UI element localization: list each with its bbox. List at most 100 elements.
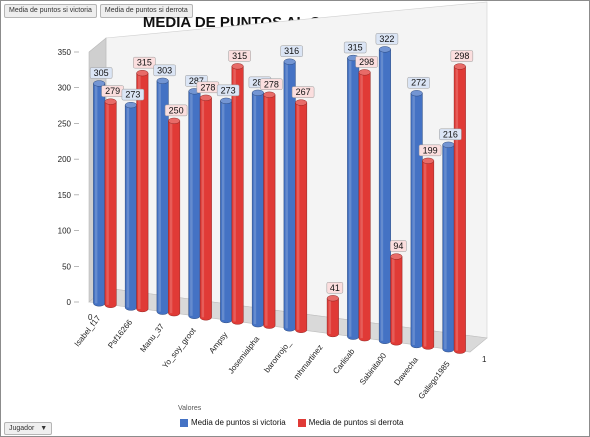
data-label-box — [450, 50, 474, 62]
data-label-box — [133, 56, 156, 69]
data-label: 250 — [169, 105, 184, 115]
data-label: 281 — [252, 77, 267, 87]
data-label: 279 — [105, 86, 120, 96]
bar-victoria-josemialpha — [251, 89, 264, 328]
data-label: 94 — [393, 241, 403, 251]
data-label-box — [355, 56, 378, 68]
legend-label-victoria: Media de puntos si victoria — [191, 418, 286, 427]
depth-label-1: 1 — [482, 355, 487, 364]
data-label: 298 — [454, 51, 469, 61]
data-label-box — [375, 33, 399, 45]
bar-victoria-yo-soy-groot — [188, 88, 201, 319]
legend-item-derrota: Media de puntos si derrota — [297, 418, 404, 427]
bar-derrota-isabel-f17 — [104, 98, 117, 308]
data-label-box — [280, 45, 303, 57]
axis-field-bar: Jugador ▼ — [4, 417, 53, 435]
y-tick-label: 200 — [58, 155, 72, 164]
data-label: 305 — [94, 68, 109, 78]
y-tick-label: 0 — [67, 298, 72, 307]
x-tick-label: Ampsy — [207, 330, 229, 355]
bar-derrota-mhmartinez — [326, 295, 339, 338]
data-label: 298 — [359, 57, 374, 67]
data-label-box — [164, 104, 188, 117]
data-label: 41 — [330, 283, 340, 293]
data-label: 273 — [221, 85, 236, 95]
data-label-box — [418, 144, 442, 157]
jugador-dropdown-label: Jugador — [9, 425, 35, 432]
bar-victoria-gallego1985 — [442, 141, 455, 353]
depth-label-0: 0 — [88, 313, 93, 322]
jugador-dropdown[interactable]: Jugador ▼ — [4, 422, 53, 435]
field-button-victoria[interactable]: Media de puntos si victoria — [4, 4, 97, 18]
x-tick-label: Dawecha — [392, 355, 420, 387]
bar-derrota-dawecha — [422, 157, 435, 350]
x-tick-label: Yo_soy_groot — [161, 326, 199, 370]
data-label-box — [89, 67, 113, 79]
legend-item-victoria: Media de puntos si victoria — [180, 418, 286, 427]
bar-derrota-ampsy — [231, 63, 244, 325]
y-tick-label: 350 — [58, 48, 72, 57]
bar-derrota-sabinita00 — [390, 253, 403, 346]
x-tick-label: Sabinita00 — [358, 351, 389, 387]
bar-victoria-isabel-f17 — [93, 80, 106, 307]
data-label: 315 — [232, 51, 247, 61]
legend-swatch-derrota — [297, 418, 306, 427]
data-label: 303 — [157, 65, 172, 75]
bar-derrota-carlisab — [358, 69, 371, 342]
field-buttons: Media de puntos si victoria Media de pun… — [4, 4, 193, 20]
data-label: 322 — [379, 34, 394, 44]
data-label-box — [439, 128, 462, 141]
bar-derrota-manu-37 — [168, 117, 181, 317]
bar-victoria-sabinita00 — [378, 46, 391, 344]
bar-derrota-yo-soy-groot — [199, 94, 212, 321]
bar-derrota-baronrojo- — [295, 99, 308, 333]
bar-derrota-josemialpha — [263, 91, 276, 329]
bar-victoria-psf16266 — [124, 101, 137, 311]
y-tick-label: 100 — [58, 227, 72, 236]
data-label: 287 — [189, 76, 204, 86]
y-tick-label: 300 — [58, 84, 72, 93]
bar-victoria-ampsy — [220, 97, 233, 324]
legend: Media de puntos si victoria Media de pun… — [180, 418, 403, 427]
data-label-box — [260, 78, 283, 91]
bar-victoria-baronrojo- — [283, 58, 296, 332]
x-tick-label: baronrojo_ — [262, 338, 293, 374]
data-label: 199 — [423, 145, 438, 155]
data-label: 278 — [200, 82, 215, 92]
legend-label-derrota: Media de puntos si derrota — [308, 418, 404, 427]
bar-victoria-manu-37 — [156, 77, 169, 315]
chevron-down-icon: ▼ — [40, 425, 48, 432]
field-button-derrota[interactable]: Media de puntos si derrota — [99, 4, 193, 18]
data-label: 267 — [296, 87, 311, 97]
x-tick-label: Gallego1985 — [417, 359, 452, 401]
data-label: 315 — [137, 58, 152, 68]
bar-derrota-gallego1985 — [453, 63, 466, 354]
data-label-box — [291, 86, 315, 98]
bar-victoria-carlisab — [347, 54, 360, 340]
x-tick-label: Psf16266 — [106, 318, 134, 351]
data-label-box — [228, 50, 251, 62]
data-label: 278 — [264, 79, 279, 89]
data-label-box — [407, 76, 430, 89]
data-label: 315 — [348, 43, 363, 53]
data-label-box — [153, 64, 176, 77]
data-label-box — [326, 282, 344, 294]
legend-swatch-victoria — [180, 418, 188, 427]
bar-victoria-dawecha — [410, 90, 423, 349]
data-label: 316 — [284, 46, 299, 56]
x-tick-label: Carlisab — [331, 347, 356, 376]
y-tick-label: 250 — [58, 119, 72, 128]
data-label-box — [216, 84, 240, 97]
data-label: 272 — [411, 78, 426, 88]
data-label-box — [343, 41, 367, 54]
data-label: 216 — [443, 129, 458, 139]
y-tick-label: 150 — [58, 191, 72, 200]
bar-derrota-psf16266 — [136, 70, 149, 313]
x-tick-label: mhmartinez — [292, 343, 325, 381]
data-label: 273 — [125, 90, 140, 100]
data-label-box — [121, 88, 145, 101]
x-tick-label: Josemialpha — [226, 334, 261, 375]
y-tick-label: 50 — [62, 262, 71, 271]
valores-label: Valores — [178, 405, 202, 412]
